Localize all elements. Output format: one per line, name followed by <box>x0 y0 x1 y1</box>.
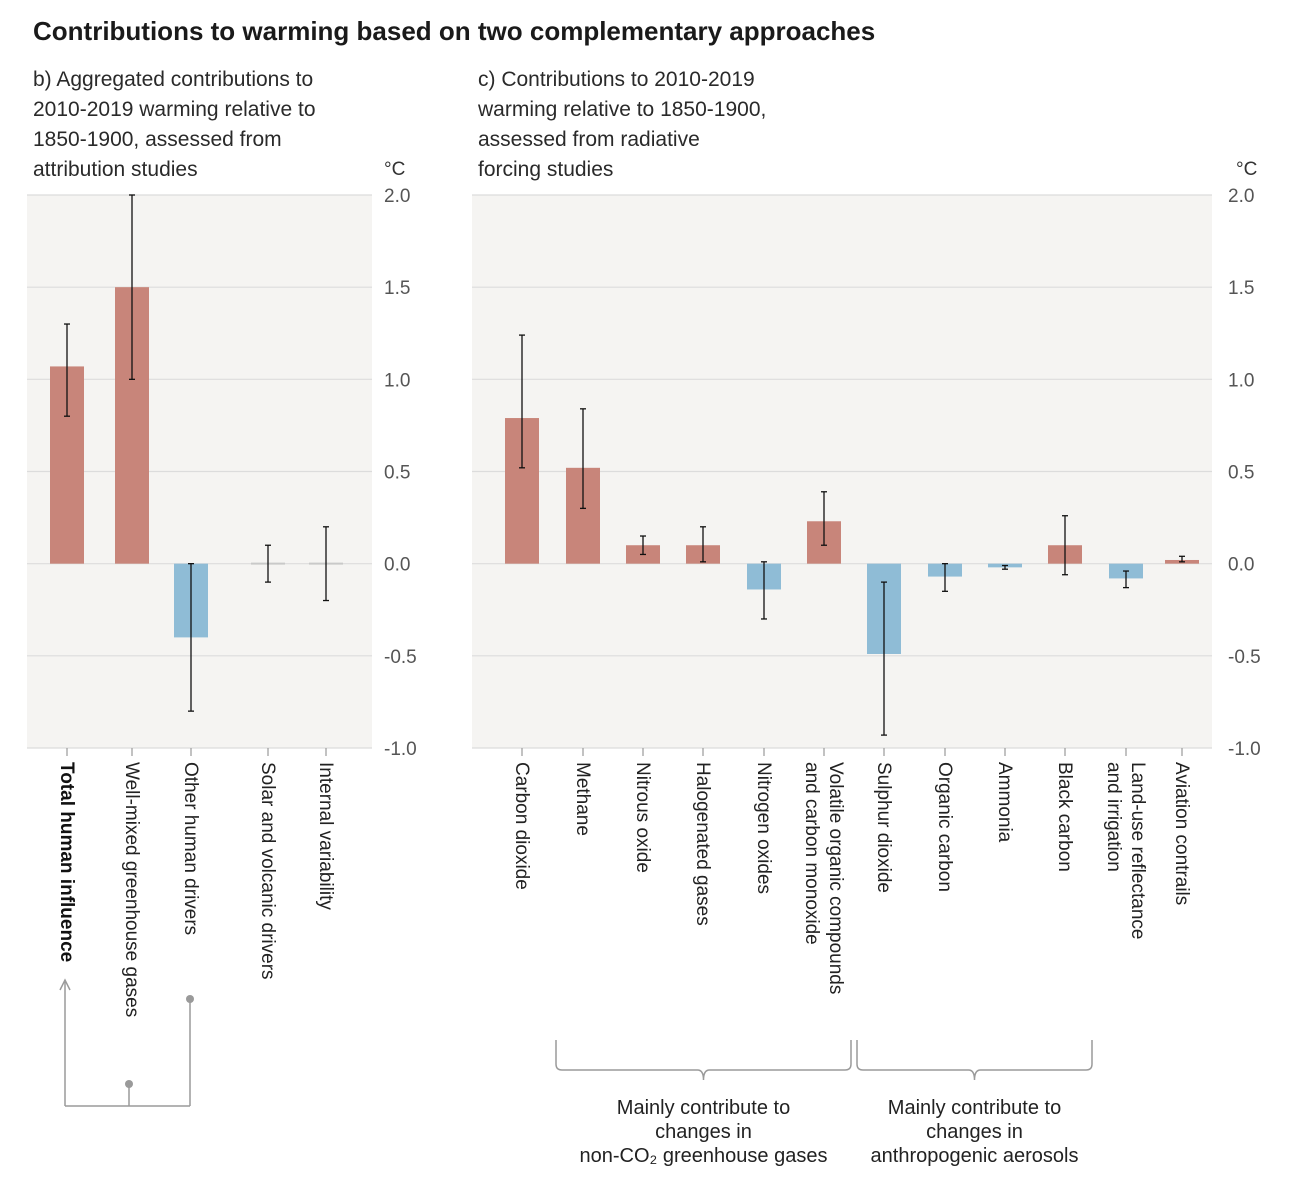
panel-c-y-tick-labels: 2.0 1.5 1.0 0.5 0.0 -0.5 -1.0 <box>1228 186 1261 760</box>
panel-b-subtitle: b) Aggregated contributions to 2010-2019 … <box>33 68 316 181</box>
group-label-line: changes in <box>655 1121 752 1143</box>
y-tick-label: 1.0 <box>1228 370 1254 391</box>
y-tick-label: 0.5 <box>1228 463 1254 484</box>
panel-b-y-tick-labels: 2.0 1.5 1.0 0.5 0.0 -0.5 -1.0 <box>384 186 417 760</box>
panel-c: c) Contributions to 2010-2019 warming rel… <box>472 68 1261 1167</box>
category-label: and irrigation <box>1103 762 1124 872</box>
y-tick-label: 1.5 <box>384 278 410 299</box>
panel-c-subtitle: c) Contributions to 2010-2019 warming rel… <box>477 68 766 181</box>
category-label: Black carbon <box>1054 762 1075 872</box>
category-label: Total human influence <box>56 762 77 962</box>
panel-b-subtitle-line: 2010-2019 warming relative to <box>33 98 316 121</box>
group-bracket <box>555 1040 852 1081</box>
category-label: Sulphur dioxide <box>873 762 894 893</box>
panel-b-subtitle-line: b) Aggregated contributions to <box>33 68 313 91</box>
panel-c-y-unit: °C <box>1236 159 1257 180</box>
y-tick-label: 2.0 <box>384 186 410 207</box>
connector-line <box>64 982 191 1107</box>
group-label-line: Mainly contribute to <box>888 1097 1061 1119</box>
y-tick-label: -1.0 <box>1228 739 1261 760</box>
panel-b-connector <box>59 978 194 1107</box>
y-tick-label: 2.0 <box>1228 186 1254 207</box>
panel-c-subtitle-line: warming relative to 1850-1900, <box>477 98 766 121</box>
category-label: Organic carbon <box>934 762 955 892</box>
group-label-line: changes in <box>926 1121 1023 1143</box>
category-label: Land-use reflectance <box>1127 762 1148 939</box>
panel-c-gridlines <box>472 194 1212 749</box>
category-label: Volatile organic compounds <box>825 762 846 994</box>
category-label: Nitrous oxide <box>632 762 653 873</box>
y-tick-label: 0.0 <box>1228 555 1254 576</box>
y-tick-label: 0.5 <box>384 463 410 484</box>
category-label: Well-mixed greenhouse gases <box>121 762 142 1017</box>
connector-dot <box>125 1080 133 1088</box>
y-tick-label: -0.5 <box>1228 647 1261 668</box>
group-label-line: anthropogenic aerosols <box>871 1145 1079 1167</box>
category-label: and carbon monoxide <box>801 762 822 945</box>
connector-dot <box>186 995 194 1003</box>
connector-arrowhead <box>59 978 71 991</box>
category-label: Halogenated gases <box>692 762 713 926</box>
panel-c-x-ticks <box>521 748 1183 756</box>
group-label-line: non-CO₂ greenhouse gases <box>580 1145 828 1167</box>
y-tick-label: 1.5 <box>1228 278 1254 299</box>
panel-c-category-labels: Carbon dioxide Methane Nitrous oxide Haloge… <box>511 762 1192 994</box>
category-label: Ammonia <box>994 762 1015 843</box>
panel-b: b) Aggregated contributions to 2010-2019 … <box>27 68 417 1107</box>
panel-b-error-bars <box>64 194 329 712</box>
y-tick-label: 1.0 <box>384 370 410 391</box>
panel-c-subtitle-line: forcing studies <box>478 158 613 181</box>
category-label: Aviation contrails <box>1171 762 1192 905</box>
category-label: Solar and volcanic drivers <box>257 762 278 980</box>
category-label: Internal variability <box>315 762 336 910</box>
figure-title: Contributions to warming based on two co… <box>33 16 875 46</box>
panel-b-x-ticks <box>66 748 327 756</box>
group-label-line: Mainly contribute to <box>617 1097 790 1119</box>
panel-c-subtitle-line: assessed from radiative <box>478 128 700 151</box>
panel-b-subtitle-line: 1850-1900, assessed from <box>33 128 282 151</box>
category-label: Carbon dioxide <box>511 762 532 890</box>
panel-c-subtitle-line: c) Contributions to 2010-2019 <box>478 68 755 91</box>
panel-b-category-labels: Total human influence Well-mixed greenhou… <box>56 762 336 1017</box>
panel-c-error-bars <box>519 334 1185 736</box>
category-label: Nitrogen oxides <box>753 762 774 894</box>
group-bracket <box>856 1040 1093 1081</box>
category-label: Methane <box>572 762 593 836</box>
y-tick-label: -0.5 <box>384 647 417 668</box>
panel-b-y-unit: °C <box>384 159 405 180</box>
category-label: Other human drivers <box>180 762 201 935</box>
panel-b-subtitle-line: attribution studies <box>33 158 198 181</box>
y-tick-label: 0.0 <box>384 555 410 576</box>
y-tick-label: -1.0 <box>384 739 417 760</box>
panel-b-gridlines <box>27 194 372 749</box>
